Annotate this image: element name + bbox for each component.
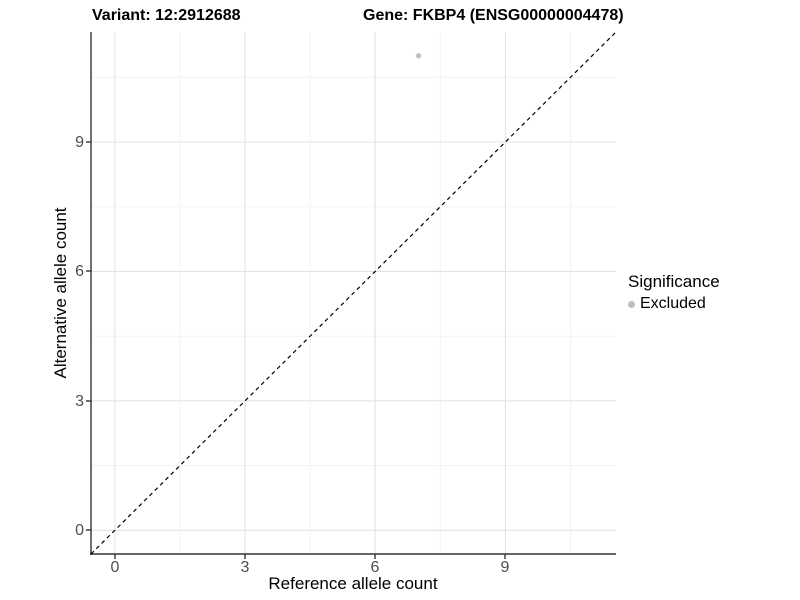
- legend-title: Significance: [628, 272, 720, 291]
- data-point-excluded: [415, 53, 422, 59]
- points-layer: [415, 53, 422, 59]
- y-tick-marks: [86, 141, 91, 531]
- x-tick-label-0: 0: [111, 559, 120, 576]
- y-tick-label-9: 9: [75, 134, 84, 151]
- x-tick-label-9: 9: [501, 559, 510, 576]
- x-tick-label-6: 6: [371, 559, 380, 576]
- grid-layer: [91, 32, 616, 554]
- x-tick-label-3: 3: [241, 559, 250, 576]
- y-tick-label-6: 6: [75, 263, 84, 280]
- plot-title-variant: Variant: 12:2912688: [92, 7, 241, 24]
- y-axis-title: Alternative allele count: [51, 207, 70, 378]
- plot-title-gene: Gene: FKBP4 (ENSG00000004478): [363, 7, 624, 24]
- y-tick-label-3: 3: [75, 393, 84, 410]
- legend-item-excluded: Excluded: [628, 295, 720, 313]
- excluded-point-icon: [628, 300, 635, 308]
- legend: Significance Excluded: [628, 272, 720, 313]
- legend-item-label: Excluded: [640, 295, 706, 312]
- x-tick-marks: [114, 554, 506, 559]
- identity-line-layer: [90, 31, 617, 555]
- y-tick-label-0: 0: [75, 522, 84, 539]
- identity-dashed-line: [90, 31, 617, 555]
- x-axis-title: Reference allele count: [268, 574, 437, 593]
